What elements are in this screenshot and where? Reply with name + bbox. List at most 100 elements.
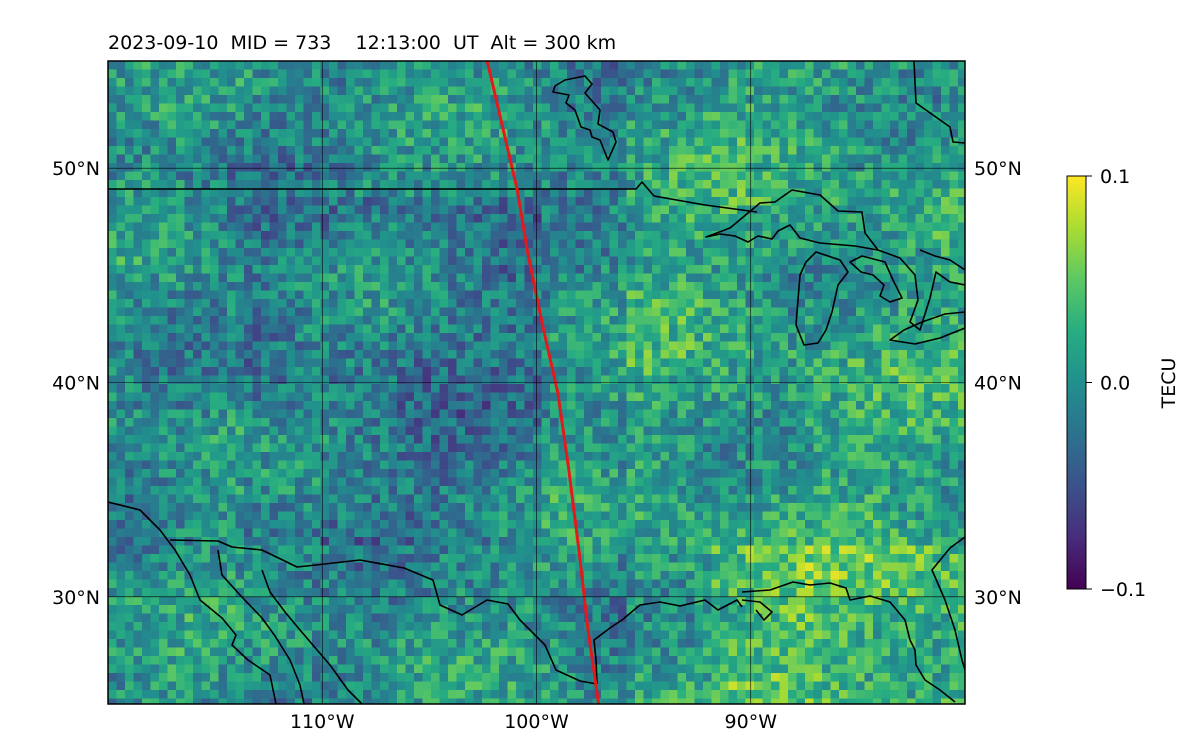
tec-cell: [303, 452, 313, 462]
tec-cell: [635, 333, 645, 343]
tec-cell: [184, 78, 194, 88]
tec-cell: [958, 154, 965, 164]
tec-cell: [473, 358, 483, 368]
tec-cell: [337, 112, 347, 122]
tec-cell: [907, 205, 917, 215]
tec-cell: [796, 69, 806, 79]
tec-cell: [686, 171, 696, 181]
tec-cell: [822, 418, 832, 428]
tec-cell: [669, 154, 679, 164]
tec-cell: [150, 324, 160, 334]
tec-cell: [796, 324, 806, 334]
tec-cell: [448, 477, 458, 487]
tec-cell: [473, 273, 483, 283]
tec-cell: [371, 265, 381, 275]
tec-cell: [779, 401, 789, 411]
tec-cell: [652, 409, 662, 419]
tec-cell: [558, 256, 568, 266]
tec-cell: [745, 188, 755, 198]
tec-cell: [609, 171, 619, 181]
tec-cell: [745, 290, 755, 300]
tec-cell: [720, 129, 730, 139]
tec-cell: [711, 443, 721, 453]
tec-cell: [371, 333, 381, 343]
tec-cell: [779, 469, 789, 479]
tec-cell: [847, 307, 857, 317]
tec-cell: [465, 426, 475, 436]
tec-cell: [431, 282, 441, 292]
tec-cell: [405, 367, 415, 377]
tec-cell: [779, 375, 789, 385]
tec-cell: [898, 375, 908, 385]
tec-cell: [159, 248, 169, 258]
tec-cell: [303, 358, 313, 368]
tec-cell: [907, 146, 917, 156]
tec-cell: [737, 443, 747, 453]
tec-cell: [244, 350, 254, 360]
tec-cell: [643, 120, 653, 130]
tec-cell: [490, 435, 500, 445]
tec-cell: [873, 418, 883, 428]
tec-cell: [924, 146, 934, 156]
tec-cell: [312, 375, 322, 385]
tec-cell: [456, 239, 466, 249]
tec-cell: [176, 452, 186, 462]
tec-cell: [796, 418, 806, 428]
tec-cell: [337, 307, 347, 317]
tec-cell: [337, 409, 347, 419]
tec-cell: [184, 112, 194, 122]
tec-cell: [856, 154, 866, 164]
tec-cell: [516, 418, 526, 428]
tec-cell: [235, 205, 245, 215]
tec-cell: [686, 460, 696, 470]
tec-cell: [677, 188, 687, 198]
tec-cell: [516, 137, 526, 147]
tec-cell: [371, 171, 381, 181]
tec-cell: [295, 112, 305, 122]
tec-cell: [524, 299, 534, 309]
tec-cell: [711, 418, 721, 428]
tec-cell: [507, 265, 517, 275]
tec-cell: [414, 477, 424, 487]
tec-cell: [210, 205, 220, 215]
tec-cell: [201, 392, 211, 402]
tec-cell: [303, 401, 313, 411]
tec-cell: [142, 129, 152, 139]
tec-cell: [380, 197, 390, 207]
tec-cell: [507, 324, 517, 334]
tec-cell: [839, 137, 849, 147]
tec-cell: [346, 231, 356, 241]
tec-cell: [830, 435, 840, 445]
tec-cell: [252, 103, 262, 113]
tec-cell: [184, 282, 194, 292]
tec-cell: [890, 350, 900, 360]
tec-cell: [558, 146, 568, 156]
tec-cell: [482, 324, 492, 334]
tec-cell: [626, 435, 636, 445]
tec-cell: [745, 163, 755, 173]
tec-cell: [142, 265, 152, 275]
tec-cell: [873, 392, 883, 402]
tec-cell: [133, 61, 143, 71]
tec-cell: [295, 392, 305, 402]
tec-cell: [873, 324, 883, 334]
tec-cell: [830, 103, 840, 113]
tec-cell: [550, 78, 560, 88]
tec-cell: [754, 333, 764, 343]
tec-cell: [541, 401, 551, 411]
tec-cell: [167, 256, 177, 266]
tec-cell: [405, 256, 415, 266]
tec-cell: [762, 154, 772, 164]
tec-cell: [227, 324, 237, 334]
tec-cell: [108, 222, 118, 232]
tec-cell: [482, 316, 492, 326]
tec-cell: [346, 61, 356, 71]
tec-cell: [278, 95, 288, 105]
tec-cell: [677, 120, 687, 130]
tec-cell: [788, 265, 798, 275]
tec-cell: [703, 333, 713, 343]
tec-cell: [142, 324, 152, 334]
tec-cell: [456, 120, 466, 130]
tec-cell: [788, 282, 798, 292]
tec-cell: [856, 435, 866, 445]
